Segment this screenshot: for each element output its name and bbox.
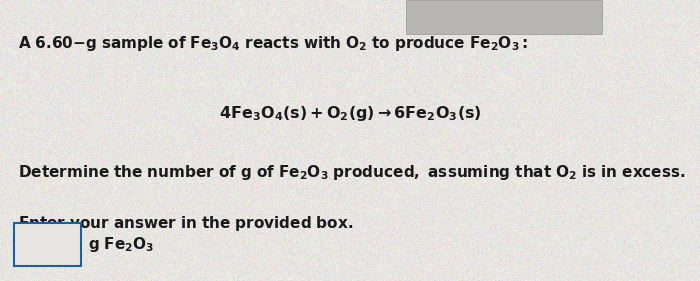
Text: $\mathbf{g\ Fe_2O_3}$: $\mathbf{g\ Fe_2O_3}$ (88, 235, 154, 254)
Text: $\mathbf{4Fe_3O_4(s) + O_2(g) \rightarrow 6Fe_2O_3(s)}$: $\mathbf{4Fe_3O_4(s) + O_2(g) \rightarro… (218, 104, 482, 123)
FancyBboxPatch shape (14, 223, 80, 266)
Text: $\mathbf{Determine\ the\ number\ of\ g\ of\ Fe_2O_3\ produced,\ assuming\ that\ : $\mathbf{Determine\ the\ number\ of\ g\ … (18, 163, 685, 182)
Text: $\mathbf{A\ 6.60}$$\mathbf{-}$$\mathbf{g\ sample\ of\ Fe_3O_4\ reacts\ with\ O_2: $\mathbf{A\ 6.60}$$\mathbf{-}$$\mathbf{g… (18, 34, 528, 53)
Text: $\mathbf{Enter\ your\ answer\ in\ the\ provided\ box.}$: $\mathbf{Enter\ your\ answer\ in\ the\ p… (18, 214, 353, 233)
FancyBboxPatch shape (406, 0, 602, 34)
